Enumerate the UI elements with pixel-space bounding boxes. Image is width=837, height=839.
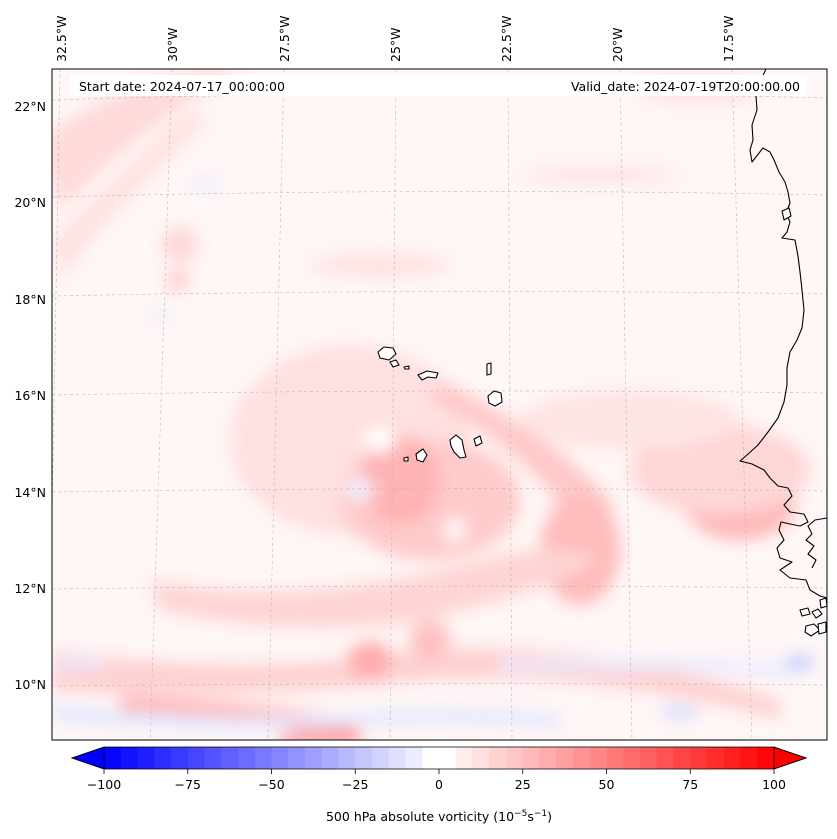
island-bissagos-1 <box>799 607 811 617</box>
coastline-mauritania-senegal <box>739 69 827 599</box>
colorbar-segment <box>472 747 490 769</box>
lat-label: 18°N <box>14 292 46 307</box>
valid-date-label: Valid_date: 2024-07-19T20:00:00.00 <box>571 79 800 94</box>
colorbar-segment <box>489 747 507 769</box>
lon-label: 25°W <box>388 27 403 62</box>
colorbar-segment <box>204 747 222 769</box>
colorbar-segment <box>640 747 658 769</box>
vorticity-field <box>52 70 814 740</box>
colorbar-tick-label: −75 <box>175 777 201 792</box>
island-sao-nicolau <box>417 370 439 381</box>
colorbar-segment <box>305 747 323 769</box>
cabo-verde-islands <box>377 346 503 463</box>
colorbar-segment <box>288 747 306 769</box>
colorbar-segment <box>690 747 708 769</box>
graticule <box>52 69 827 740</box>
island-bissagos-5 <box>817 621 827 635</box>
island-boa-vista <box>487 390 503 407</box>
lon-label: 30°W <box>165 27 180 62</box>
colorbar-segment <box>455 747 473 769</box>
colorbar-segment <box>506 747 524 769</box>
island-sal <box>486 362 492 376</box>
colorbar-segment <box>120 747 138 769</box>
colorbar-segment <box>104 747 122 769</box>
colorbar-segment <box>338 747 356 769</box>
colorbar-segment <box>321 747 339 769</box>
colorbar-segment <box>656 747 674 769</box>
colorbar-segments <box>104 747 775 769</box>
colorbar-tick-label: −25 <box>342 777 368 792</box>
colorbar-label: 500 hPa absolute vorticity (10−5s−1) <box>326 809 552 824</box>
lon-label: 27.5°W <box>277 16 292 62</box>
lon-label: 20°W <box>610 27 625 62</box>
colorbar-segment <box>154 747 172 769</box>
lat-label: 22°N <box>14 99 46 114</box>
colorbar-max-arrow <box>773 746 808 770</box>
colorbar-segment <box>422 747 440 769</box>
colorbar-segment <box>522 747 540 769</box>
colorbar-ticks: −100 −75 −50 −25 0 25 50 75 100 <box>87 769 786 792</box>
date-label-background <box>70 75 807 96</box>
lat-label: 10°N <box>14 677 46 692</box>
colorbar-segment <box>171 747 189 769</box>
lat-label: 20°N <box>14 195 46 210</box>
colorbar-tick-label: −50 <box>258 777 284 792</box>
colorbar-segment <box>238 747 256 769</box>
island-bissagos-4 <box>804 623 821 637</box>
colorbar-segment <box>221 747 239 769</box>
colorbar-segment <box>137 747 155 769</box>
colorbar-segment <box>556 747 574 769</box>
colorbar-tick-label: −100 <box>87 777 121 792</box>
colorbar-tick-label: 100 <box>762 777 786 792</box>
colorbar-segment <box>539 747 557 769</box>
island-bissagos-2 <box>811 608 823 619</box>
lat-label: 14°N <box>14 485 46 500</box>
colorbar-segment <box>388 747 406 769</box>
colorbar-tick-label: 0 <box>435 777 443 792</box>
colorbar-segment <box>355 747 373 769</box>
colorbar-segment <box>187 747 205 769</box>
colorbar-segment <box>606 747 624 769</box>
colorbar-segment <box>372 747 390 769</box>
island-santa-luzia <box>403 365 410 370</box>
colorbar-segment <box>673 747 691 769</box>
colorbar-tick-label: 50 <box>599 777 615 792</box>
colorbar-segment <box>757 747 775 769</box>
island-goree-area <box>781 207 792 221</box>
colorbar-segment <box>707 747 725 769</box>
colorbar-tick-label: 75 <box>682 777 698 792</box>
colorbar-segment <box>623 747 641 769</box>
colorbar: −100 −75 −50 −25 0 25 50 75 100 500 hPa absolute… <box>70 746 808 824</box>
island-santo-antao <box>377 346 397 361</box>
colorbar-segment <box>573 747 591 769</box>
colorbar-segment <box>723 747 741 769</box>
colorbar-min-arrow <box>70 746 105 770</box>
colorbar-segment <box>405 747 423 769</box>
lat-label: 12°N <box>14 581 46 596</box>
lat-label: 16°N <box>14 388 46 403</box>
lon-label: 22.5°W <box>499 16 514 62</box>
island-maio <box>473 435 483 447</box>
island-bissagos-3 <box>819 597 827 609</box>
map-panel: Start date: 2024-07-17_00:00:00 Valid_da… <box>52 69 827 740</box>
map-frame <box>51 68 828 741</box>
island-fogo <box>415 448 428 463</box>
colorbar-tick-label: 25 <box>515 777 531 792</box>
start-date-label: Start date: 2024-07-17_00:00:00 <box>79 79 285 94</box>
colorbar-segment <box>254 747 272 769</box>
longitude-labels: 32.5°W 30°W 27.5°W 25°W 22.5°W 20°W 17.5… <box>54 16 736 62</box>
island-sao-vicente <box>389 359 400 368</box>
island-brava <box>403 456 409 462</box>
lon-label: 32.5°W <box>54 16 69 62</box>
coastline-guinea <box>805 517 827 569</box>
colorbar-segment <box>740 747 758 769</box>
colorbar-segment <box>589 747 607 769</box>
african-coastline <box>739 69 827 637</box>
lon-label: 17.5°W <box>721 16 736 62</box>
latitude-labels: 22°N 20°N 18°N 16°N 14°N 12°N 10°N <box>14 99 46 692</box>
island-santiago <box>449 434 467 459</box>
colorbar-segment <box>439 747 457 769</box>
colorbar-segment <box>271 747 289 769</box>
